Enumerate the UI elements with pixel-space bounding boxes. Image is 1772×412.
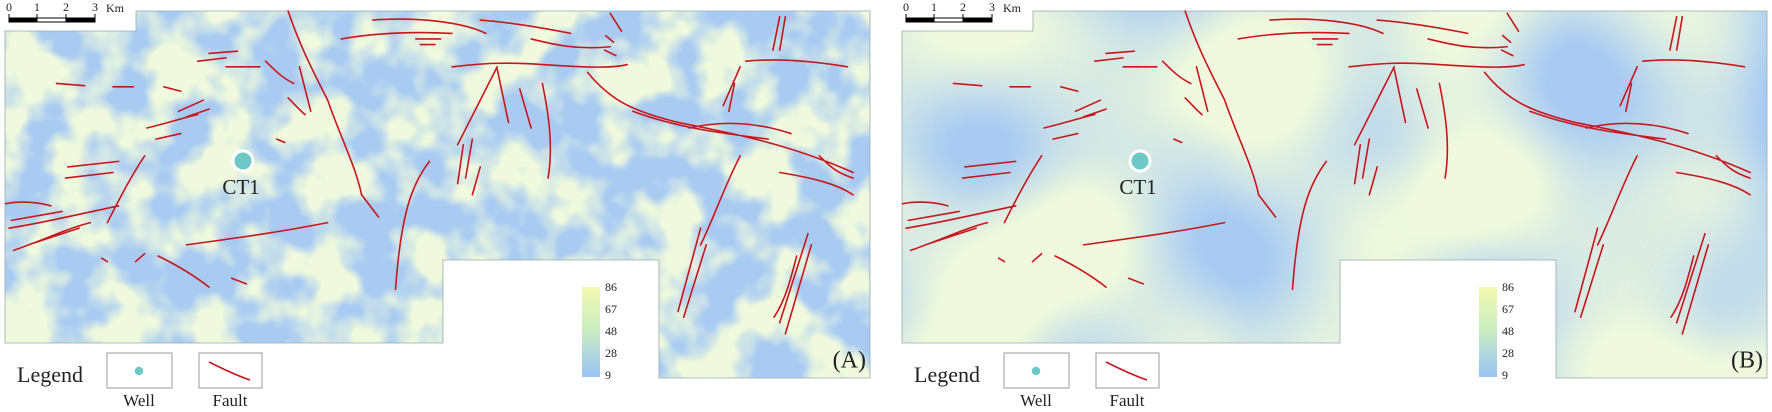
scale-label: 0 bbox=[6, 0, 12, 14]
scale-bar-segment bbox=[906, 18, 934, 22]
scale-label: 2 bbox=[960, 0, 966, 14]
well-marker bbox=[231, 149, 255, 173]
scale-bar-segment bbox=[66, 18, 95, 22]
colorbar-label: 86 bbox=[1502, 280, 1514, 294]
legend-label: Fault bbox=[1110, 391, 1145, 410]
scale-label: 1 bbox=[931, 0, 937, 14]
scale-label: 0 bbox=[903, 0, 909, 14]
legend-title: Legend bbox=[914, 362, 980, 387]
map-border bbox=[901, 10, 1768, 379]
map-attribute-field bbox=[902, 11, 1767, 378]
colorbar-label: 48 bbox=[605, 324, 617, 338]
legend-label: Well bbox=[123, 391, 155, 410]
scale-bar-segment bbox=[963, 18, 992, 22]
well-label: CT1 bbox=[222, 175, 259, 199]
legend-box bbox=[1095, 352, 1160, 389]
scale-label: 3 bbox=[989, 0, 995, 14]
panel-label: (A) bbox=[833, 348, 866, 374]
colorbar-label: 86 bbox=[605, 280, 617, 294]
legend-box bbox=[198, 352, 263, 389]
map-border bbox=[4, 10, 871, 379]
colorbar-label: 9 bbox=[605, 368, 611, 382]
panel-label: (B) bbox=[1731, 348, 1763, 374]
legend-label: Well bbox=[1020, 391, 1052, 410]
colorbar-label: 67 bbox=[1502, 302, 1514, 316]
scale-label: 1 bbox=[34, 0, 40, 14]
colorbar bbox=[1479, 287, 1497, 377]
scale-label: 2 bbox=[63, 0, 69, 14]
colorbar-label: 28 bbox=[605, 346, 617, 360]
well-label: CT1 bbox=[1119, 175, 1156, 199]
scale-unit: Km bbox=[106, 1, 125, 15]
colorbar-label: 48 bbox=[1502, 324, 1514, 338]
map-panel: CT1 0 1 2 3 Km 86 67 48 28 9 (B) Legend Well Fault bbox=[901, 0, 1768, 410]
colorbar bbox=[582, 287, 600, 377]
colorbar-label: 28 bbox=[1502, 346, 1514, 360]
legend-well-symbol bbox=[1030, 365, 1042, 377]
legend-fault-symbol bbox=[1105, 361, 1148, 381]
colorbar-label: 67 bbox=[605, 302, 617, 316]
scale-unit: Km bbox=[1003, 1, 1022, 15]
legend-label: Fault bbox=[213, 391, 248, 410]
scale-label: 3 bbox=[92, 0, 98, 14]
legend-title: Legend bbox=[17, 362, 83, 387]
map-panel: CT1 0 1 2 3 Km 86 67 48 28 9 (A) Legend Well Fault bbox=[4, 0, 871, 410]
legend-well-symbol bbox=[133, 365, 145, 377]
scale-bar-segment bbox=[9, 18, 37, 22]
map-attribute-field bbox=[5, 11, 870, 378]
legend-fault-symbol bbox=[208, 361, 251, 381]
well-marker bbox=[1128, 149, 1152, 173]
colorbar-label: 9 bbox=[1502, 368, 1508, 382]
